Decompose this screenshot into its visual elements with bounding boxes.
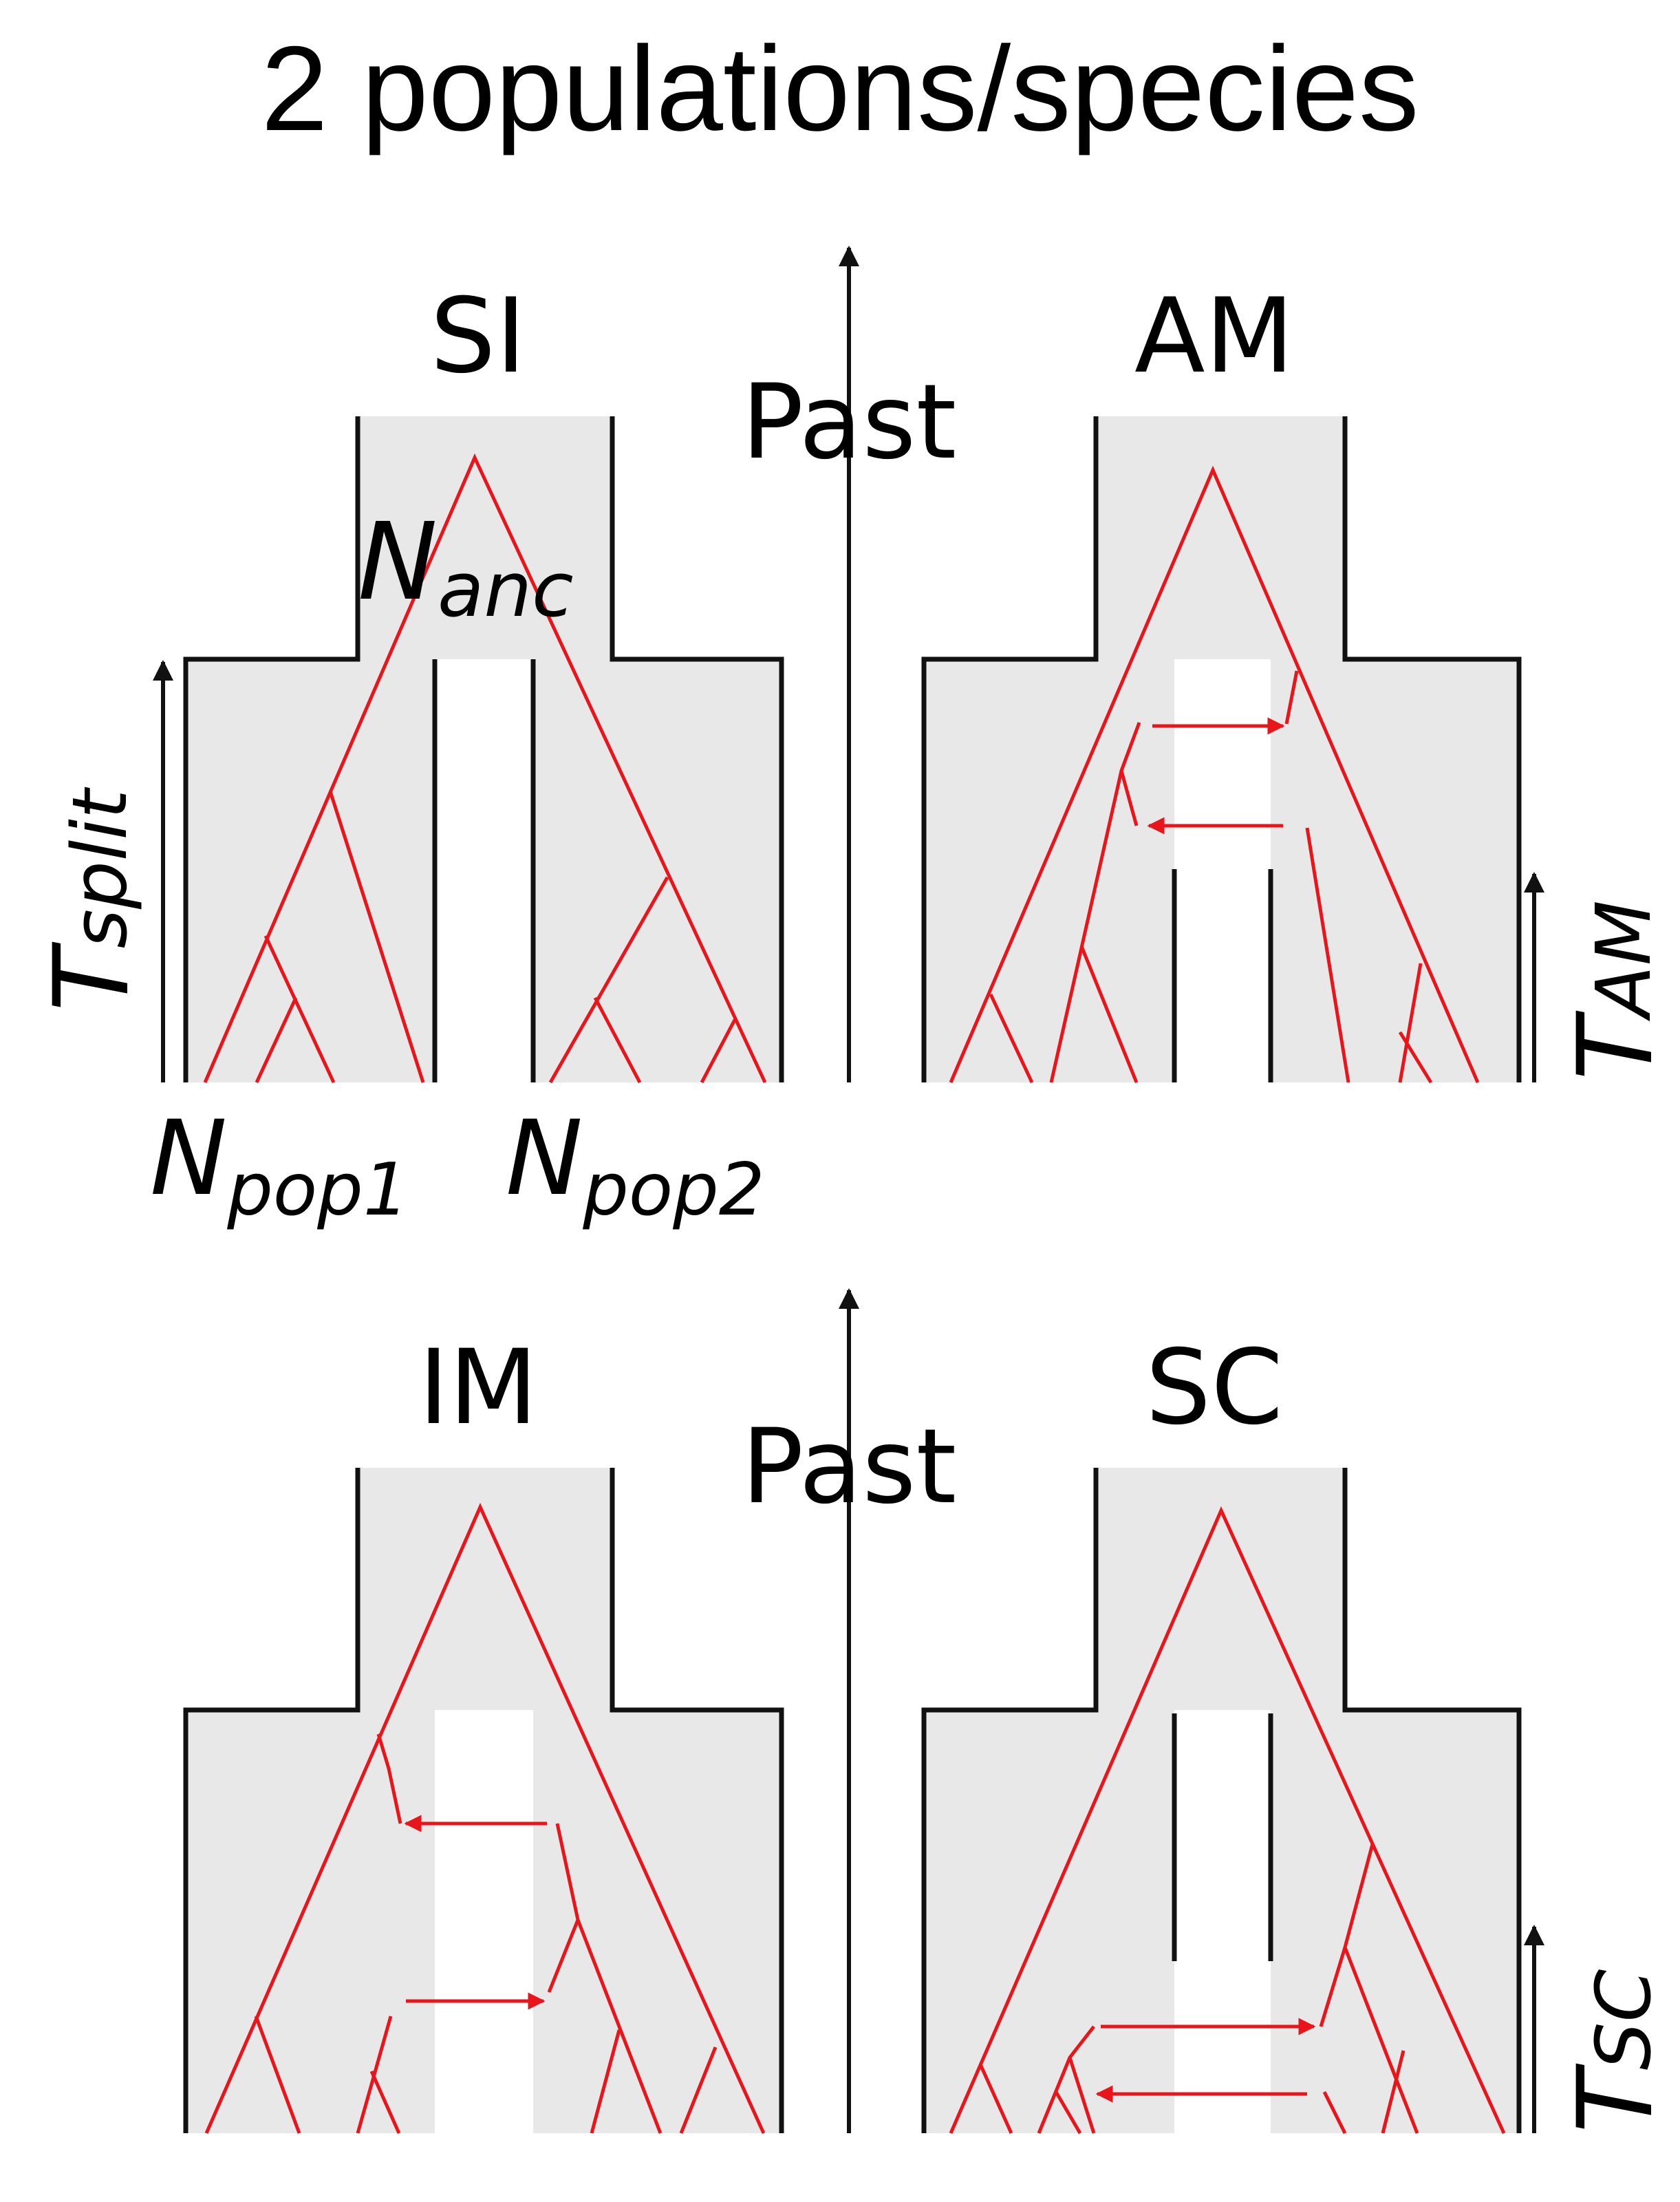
time-axis-top: Past	[742, 246, 957, 1082]
t-sc-label: TSC	[1556, 1969, 1676, 2133]
panel-label: AM	[1134, 277, 1294, 396]
n-pop1-label: Npop1	[150, 1099, 409, 1232]
n-pop2-label: Npop2	[506, 1099, 765, 1232]
sc-subscript: SC	[1580, 1969, 1668, 2071]
t-symbol: T	[1556, 1010, 1676, 1080]
panel-am: AM TAM	[921, 277, 1676, 1084]
panel-label: SI	[430, 277, 526, 396]
past-label: Past	[742, 1407, 957, 1527]
panel-label: IM	[418, 1328, 538, 1448]
time-axis-bottom: Past	[742, 1288, 957, 2133]
t-split-label: Tsplit	[32, 787, 152, 1012]
t-symbol: T	[1556, 2063, 1676, 2133]
gene-tree	[949, 465, 1480, 1084]
population-gap	[1174, 1710, 1271, 2133]
t-am-label: TAM	[1556, 900, 1676, 1080]
n-symbol: N	[506, 1099, 583, 1219]
anc-subscript: anc	[438, 546, 574, 634]
am-subscript: AM	[1580, 900, 1668, 1021]
pop2-subscript: pop2	[582, 1148, 764, 1232]
population-gap	[435, 1710, 533, 2133]
n-symbol: N	[358, 500, 438, 624]
population-outline	[183, 416, 784, 1082]
n-symbol: N	[150, 1099, 227, 1219]
panel-label: SC	[1145, 1328, 1283, 1448]
page-title: 2 populations/species	[261, 22, 1419, 156]
split-subscript: split	[56, 787, 144, 948]
population-outline	[921, 1468, 1522, 2133]
gene-tree	[203, 453, 767, 1084]
pop1-subscript: pop1	[226, 1148, 409, 1232]
panel-sc: SC TSC	[921, 1328, 1676, 2135]
t-symbol: T	[32, 941, 152, 1012]
past-label: Past	[742, 363, 957, 482]
gene-tree	[204, 1502, 766, 2135]
population-outline	[183, 1468, 784, 2133]
panel-im: IM	[183, 1328, 784, 2135]
n-anc-label: Nanc	[358, 500, 574, 634]
gene-tree	[949, 1506, 1506, 2135]
panel-si: SI Nanc Tsplit Npop1 Npop2	[32, 277, 784, 1232]
population-gap	[435, 659, 533, 1082]
population-gap	[1174, 659, 1271, 1082]
population-outline	[921, 416, 1522, 1082]
